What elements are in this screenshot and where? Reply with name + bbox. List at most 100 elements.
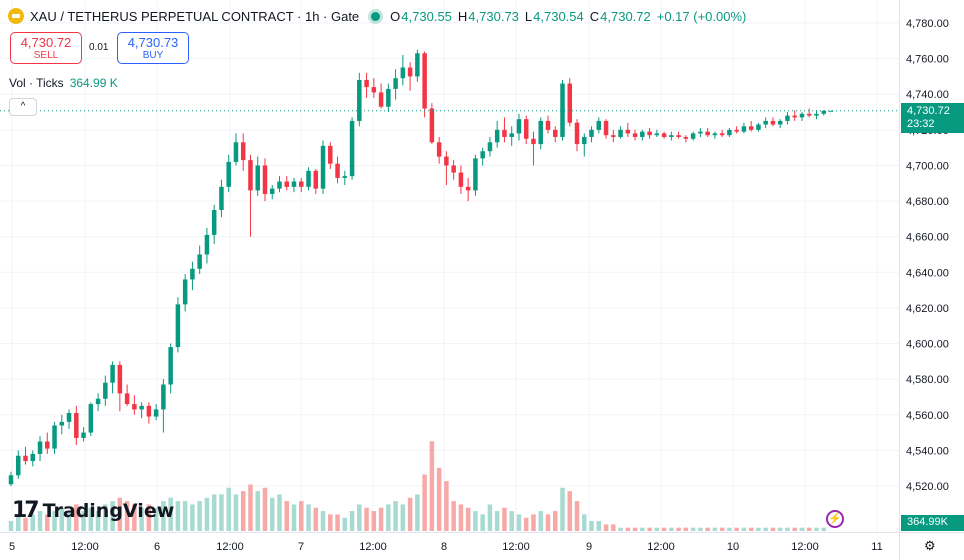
candle-body xyxy=(190,268,195,280)
volume-bar xyxy=(219,494,224,531)
candle-body xyxy=(226,161,231,187)
candle-body xyxy=(763,120,768,125)
x-tick-label: 7 xyxy=(298,541,304,553)
volume-legend[interactable]: Vol · Ticks 364.99 K xyxy=(9,76,118,90)
volume-bar xyxy=(139,507,144,531)
y-tick-label: 4,700.00 xyxy=(906,160,949,172)
candle-body xyxy=(516,119,522,134)
volume-bar xyxy=(676,527,681,531)
candle-body xyxy=(8,475,14,485)
y-tick-label: 4,540.00 xyxy=(906,445,949,457)
volume-bar xyxy=(574,501,580,531)
candle-body xyxy=(204,234,210,255)
volume-bar xyxy=(59,507,65,531)
candle-body xyxy=(828,110,834,112)
volume-bar xyxy=(480,514,485,531)
candle-body xyxy=(683,136,689,139)
candle-body xyxy=(799,113,805,118)
volume-bar xyxy=(698,527,703,531)
candle-body xyxy=(146,405,152,417)
volume-bar xyxy=(690,527,696,531)
volume-bar xyxy=(8,521,14,531)
low-value: 4,730.54 xyxy=(533,8,584,24)
close-value: 4,730.72 xyxy=(600,8,651,24)
volume-value: 364.99 K xyxy=(69,76,118,90)
volume-bar xyxy=(153,507,159,531)
price-change: +0.17 (+0.00%) xyxy=(656,8,747,24)
high-key: H xyxy=(457,8,468,24)
candle-body xyxy=(378,92,384,107)
volume-bar xyxy=(262,487,268,531)
candle-body xyxy=(654,133,660,136)
tradingview-logo[interactable]: 17 TradingView xyxy=(12,498,174,523)
collapse-legend-button[interactable]: ^ xyxy=(9,98,37,116)
volume-bar xyxy=(37,511,43,531)
volume-bar xyxy=(473,511,478,531)
candle-body xyxy=(262,165,268,194)
volume-bar xyxy=(161,501,166,531)
y-tick-label: 4,520.00 xyxy=(906,481,949,493)
volume-bar xyxy=(727,527,732,531)
candle-body xyxy=(124,393,130,405)
candle-body xyxy=(596,120,602,130)
volume-bar xyxy=(705,527,710,531)
y-tick-label: 4,600.00 xyxy=(906,339,949,351)
volume-bar xyxy=(545,514,551,531)
volume-bar xyxy=(342,517,348,531)
candle-body xyxy=(748,126,754,130)
candle-body xyxy=(81,432,86,438)
candle-body xyxy=(269,188,275,194)
candle-body xyxy=(23,455,28,462)
volume-bar xyxy=(756,527,761,531)
candle-body xyxy=(523,119,529,139)
y-tick-label: 4,760.00 xyxy=(906,54,949,66)
volume-badge: 364.99K xyxy=(901,515,964,531)
candle-body xyxy=(458,172,464,187)
lightning-icon[interactable]: ⚡ xyxy=(826,510,844,528)
candle-body xyxy=(574,122,580,145)
symbol-title[interactable]: XAU / TETHERUS PERPETUAL CONTRACT · 1h ·… xyxy=(30,8,360,24)
y-tick-label: 4,560.00 xyxy=(906,410,949,422)
volume-bar xyxy=(197,501,202,531)
candle-body xyxy=(690,133,696,139)
volume-bar xyxy=(74,504,79,531)
volume-bar xyxy=(299,501,304,531)
candle-body xyxy=(328,145,333,164)
candle-body xyxy=(436,142,442,157)
volume-bar xyxy=(589,521,594,531)
volume-bar xyxy=(741,527,747,531)
volume-bar xyxy=(255,491,260,531)
volume-bar xyxy=(523,517,529,531)
volume-bar xyxy=(284,501,290,531)
volume-bar xyxy=(516,514,522,531)
candle-body xyxy=(741,126,747,132)
sell-price: 4,730.72 xyxy=(20,35,72,50)
candle-body xyxy=(494,129,500,143)
candle-body xyxy=(132,404,137,410)
candle-body xyxy=(45,441,50,449)
volume-bar xyxy=(168,497,173,531)
volume-bar xyxy=(335,514,340,531)
candle-body xyxy=(407,67,413,77)
sell-button[interactable]: 4,730.72 SELL xyxy=(10,32,82,64)
candle-body xyxy=(400,67,406,79)
volume-bar xyxy=(436,467,442,531)
buy-button[interactable]: 4,730.73 BUY xyxy=(117,32,189,64)
candle-body xyxy=(211,209,217,235)
candle-body xyxy=(103,382,108,399)
candle-body xyxy=(277,181,282,189)
y-tick-label: 4,620.00 xyxy=(906,303,949,315)
candle-body xyxy=(415,53,420,77)
x-tick-label: 10 xyxy=(727,541,739,553)
volume-bar xyxy=(407,497,413,531)
settings-gear-icon[interactable]: ⚙ xyxy=(924,538,936,553)
volume-bar xyxy=(429,441,435,531)
x-tick-label: 6 xyxy=(154,541,160,553)
x-tick-label: 12:00 xyxy=(647,541,675,553)
volume-bar xyxy=(712,527,718,531)
volume-bar xyxy=(240,491,246,531)
market-status-icon[interactable] xyxy=(371,11,381,21)
tradingview-name: TradingView xyxy=(42,499,175,522)
volume-bar xyxy=(204,497,210,531)
